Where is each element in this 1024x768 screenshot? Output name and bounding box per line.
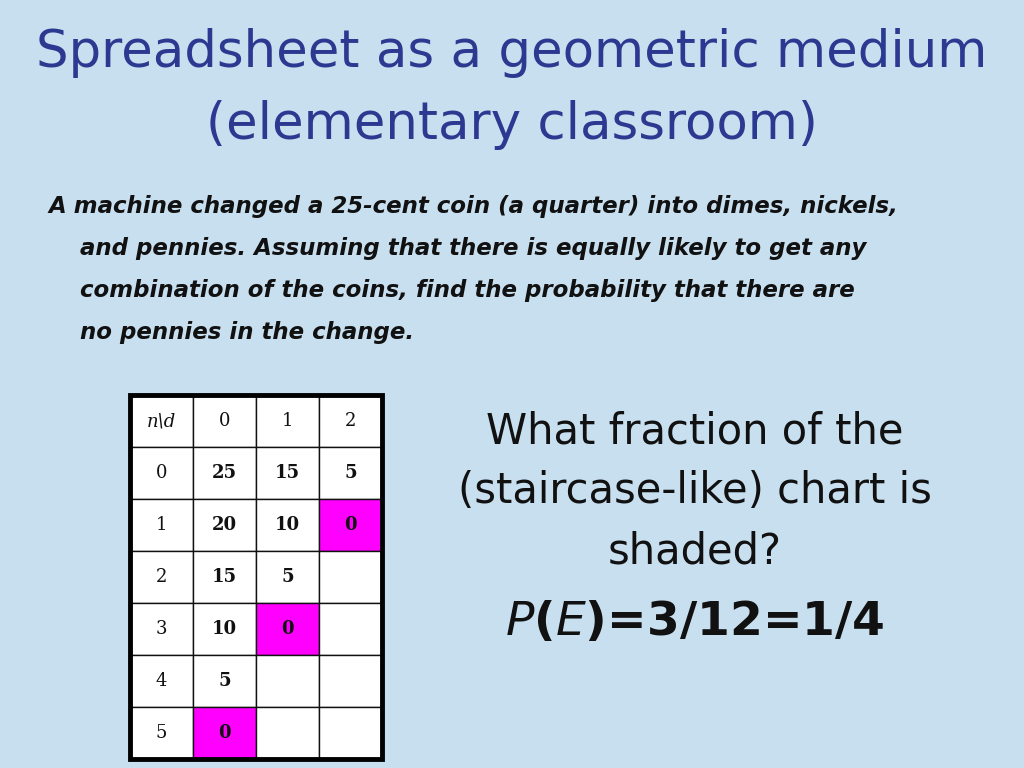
Bar <box>256 447 319 499</box>
Bar <box>256 551 319 603</box>
Text: Spreadsheet as a geometric medium: Spreadsheet as a geometric medium <box>36 28 988 78</box>
Text: 0: 0 <box>218 724 230 742</box>
Bar <box>130 395 193 447</box>
Bar <box>193 707 256 759</box>
Bar <box>256 603 319 655</box>
Text: 3: 3 <box>156 620 167 638</box>
Text: $\it{P}$($\it{E}$)=3/12=1/4: $\it{P}$($\it{E}$)=3/12=1/4 <box>505 600 885 645</box>
Text: (staircase-like) chart is: (staircase-like) chart is <box>458 470 932 512</box>
Bar <box>193 655 256 707</box>
Text: 1: 1 <box>156 516 167 534</box>
Bar <box>193 551 256 603</box>
Bar <box>130 395 382 759</box>
Text: What fraction of the: What fraction of the <box>486 410 904 452</box>
Text: shaded?: shaded? <box>608 530 782 572</box>
Text: 20: 20 <box>212 516 238 534</box>
Bar <box>319 551 382 603</box>
Bar <box>256 499 319 551</box>
Text: (elementary classroom): (elementary classroom) <box>206 100 818 150</box>
Text: 10: 10 <box>212 620 238 638</box>
Bar <box>256 707 319 759</box>
Text: 0: 0 <box>156 464 167 482</box>
Text: 5: 5 <box>156 724 167 742</box>
Text: 4: 4 <box>156 672 167 690</box>
Bar <box>319 499 382 551</box>
Text: 5: 5 <box>282 568 294 586</box>
Bar <box>130 499 193 551</box>
Text: no pennies in the change.: no pennies in the change. <box>48 321 414 344</box>
Bar <box>193 447 256 499</box>
Text: 15: 15 <box>274 464 300 482</box>
Text: combination of the coins, find the probability that there are: combination of the coins, find the proba… <box>48 279 855 302</box>
Text: 2: 2 <box>156 568 167 586</box>
Bar <box>319 395 382 447</box>
Text: 10: 10 <box>274 516 300 534</box>
Text: 1: 1 <box>282 412 293 430</box>
Bar <box>193 603 256 655</box>
Bar <box>130 603 193 655</box>
Text: n\d: n\d <box>146 412 176 430</box>
Bar <box>319 603 382 655</box>
Text: A machine changed a 25-cent coin (a quarter) into dimes, nickels,: A machine changed a 25-cent coin (a quar… <box>48 195 898 218</box>
Bar <box>256 655 319 707</box>
Bar <box>319 447 382 499</box>
Text: 5: 5 <box>218 672 230 690</box>
Bar <box>193 499 256 551</box>
Text: 0: 0 <box>219 412 230 430</box>
Bar <box>130 655 193 707</box>
Text: 25: 25 <box>212 464 238 482</box>
Bar <box>319 707 382 759</box>
Bar <box>130 551 193 603</box>
Text: 5: 5 <box>344 464 356 482</box>
Text: and pennies. Assuming that there is equally likely to get any: and pennies. Assuming that there is equa… <box>48 237 866 260</box>
Bar <box>256 395 319 447</box>
Bar <box>193 395 256 447</box>
Text: 0: 0 <box>282 620 294 638</box>
Bar <box>130 707 193 759</box>
Text: 2: 2 <box>345 412 356 430</box>
Text: 15: 15 <box>212 568 238 586</box>
Text: 0: 0 <box>344 516 356 534</box>
Bar <box>130 447 193 499</box>
Bar <box>319 655 382 707</box>
